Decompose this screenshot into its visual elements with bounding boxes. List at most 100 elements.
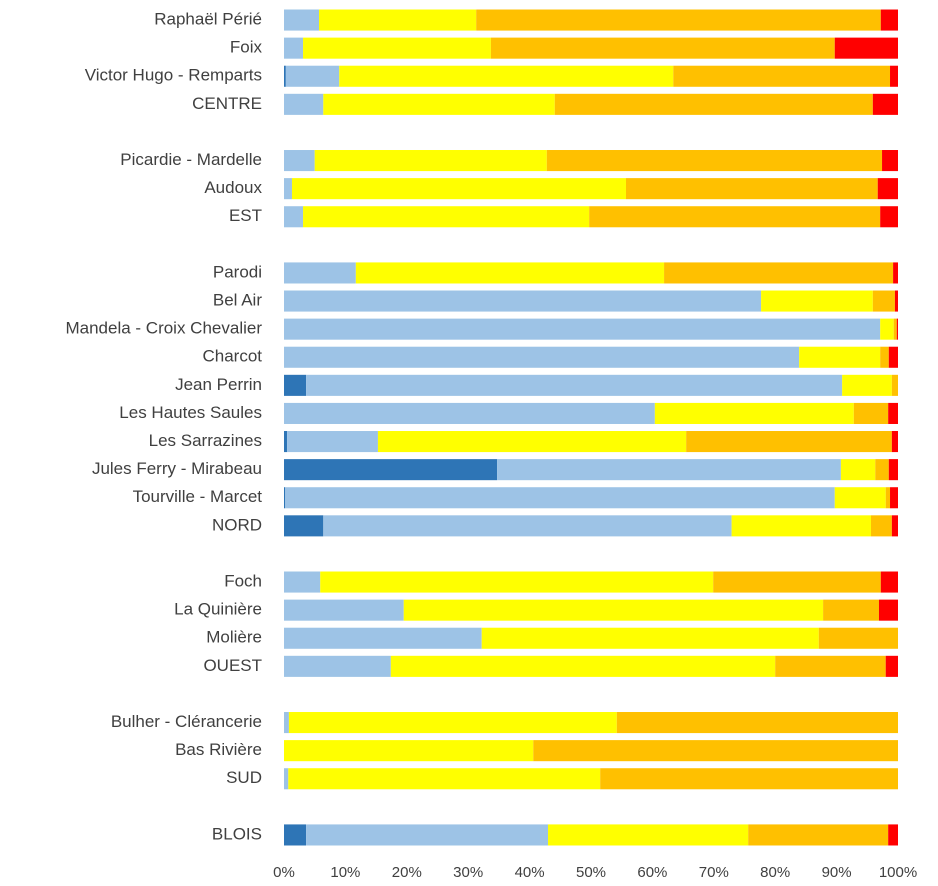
bar-segment (284, 712, 289, 734)
bar-segment (284, 740, 534, 762)
bar-segment (673, 65, 891, 87)
bar-segment (546, 150, 883, 172)
bar-segment (616, 712, 898, 734)
category-label: Picardie - Mardelle (120, 150, 262, 169)
category-label: Les Hautes Saules (119, 403, 262, 422)
bar-segment (481, 627, 819, 649)
bar-segment (894, 290, 898, 312)
bar-segment (303, 206, 590, 228)
bar-segment (284, 655, 391, 677)
bar-segment (291, 178, 626, 200)
bar-segment (284, 374, 307, 396)
category-label: Les Sarrazines (149, 431, 262, 450)
bar-segment (823, 599, 879, 621)
bar-segment (288, 712, 617, 734)
bar-segment (880, 346, 889, 368)
bar-segment (284, 431, 288, 453)
bar-segment (893, 262, 898, 284)
category-label: Bulher - Clérancerie (111, 712, 262, 731)
category-label: Foch (224, 572, 262, 591)
category-label: Jules Ferry - Mirabeau (92, 459, 262, 478)
bar-segment (284, 599, 404, 621)
category-label: Parodi (213, 262, 262, 281)
bar-segment (888, 459, 898, 481)
bar-segment (882, 150, 898, 172)
category-label: Bas Rivière (175, 740, 262, 759)
category-label: Victor Hugo - Remparts (85, 66, 262, 85)
x-tick-label: 60% (637, 864, 667, 881)
category-label: Raphaël Périé (154, 10, 262, 29)
bar-segment (287, 431, 378, 453)
bar-segment (476, 9, 881, 31)
category-label: Foix (230, 38, 263, 57)
bar-segment (284, 150, 315, 172)
bar-segment (877, 178, 898, 200)
bar-segment (490, 37, 835, 59)
bar-segment (834, 37, 898, 59)
bar-segment (880, 206, 898, 228)
category-label: CENTRE (192, 94, 262, 113)
bar-segment (872, 290, 895, 312)
bar-segment (284, 627, 482, 649)
bar-segment (284, 346, 800, 368)
bar-segment (285, 487, 835, 509)
bar-segment (284, 487, 286, 509)
bar-segment (686, 431, 892, 453)
category-label: EST (229, 206, 262, 225)
bar-segment (842, 374, 892, 396)
x-tick-label: 90% (822, 864, 852, 881)
bar-segment (891, 515, 898, 537)
category-label: BLOIS (212, 824, 262, 843)
category-label: Jean Perrin (175, 375, 262, 394)
bar-segment (600, 768, 898, 790)
x-tick-label: 50% (576, 864, 606, 881)
bar-segment (284, 262, 356, 284)
bar-segment (323, 93, 555, 115)
x-tick-label: 20% (392, 864, 422, 881)
bar-segment (284, 824, 307, 846)
category-label: Charcot (202, 347, 262, 366)
bar-segment (870, 515, 892, 537)
bar-segment (625, 178, 878, 200)
bar-segment (284, 37, 304, 59)
bar-segment (306, 824, 549, 846)
bar-segment (872, 93, 898, 115)
bar-segment (303, 37, 491, 59)
bar-segment (875, 459, 889, 481)
bar-segment (284, 9, 319, 31)
bar-segment (306, 374, 843, 396)
bar-segment (775, 655, 886, 677)
bar-segment (880, 9, 898, 31)
bar-segment (497, 459, 841, 481)
bar-segment (654, 402, 854, 424)
bar-segment (890, 65, 898, 87)
bar-segment (403, 599, 824, 621)
bar-segment (896, 318, 898, 340)
bar-segment (891, 431, 898, 453)
bar-segment (284, 459, 498, 481)
bar-segment (284, 178, 292, 200)
bar-segment (284, 318, 881, 340)
bar-segment (533, 740, 898, 762)
bar-segment (888, 824, 898, 846)
bar-segment (888, 346, 898, 368)
x-tick-label: 0% (273, 864, 295, 881)
bar-segment (377, 431, 687, 453)
x-tick-label: 30% (453, 864, 483, 881)
bar-segment (664, 262, 894, 284)
bar-segment (355, 262, 665, 284)
category-label: Molière (206, 628, 262, 647)
bar-segment (589, 206, 881, 228)
bar-segment (880, 571, 898, 593)
bar-segment (799, 346, 881, 368)
bar-segment (284, 768, 289, 790)
bar-segment (893, 318, 897, 340)
bar-segment (314, 150, 547, 172)
x-tick-label: 100% (879, 864, 917, 881)
bar-segment (891, 374, 898, 396)
bar-segment (761, 290, 873, 312)
bar-segment (885, 655, 898, 677)
category-label: SUD (226, 768, 262, 787)
